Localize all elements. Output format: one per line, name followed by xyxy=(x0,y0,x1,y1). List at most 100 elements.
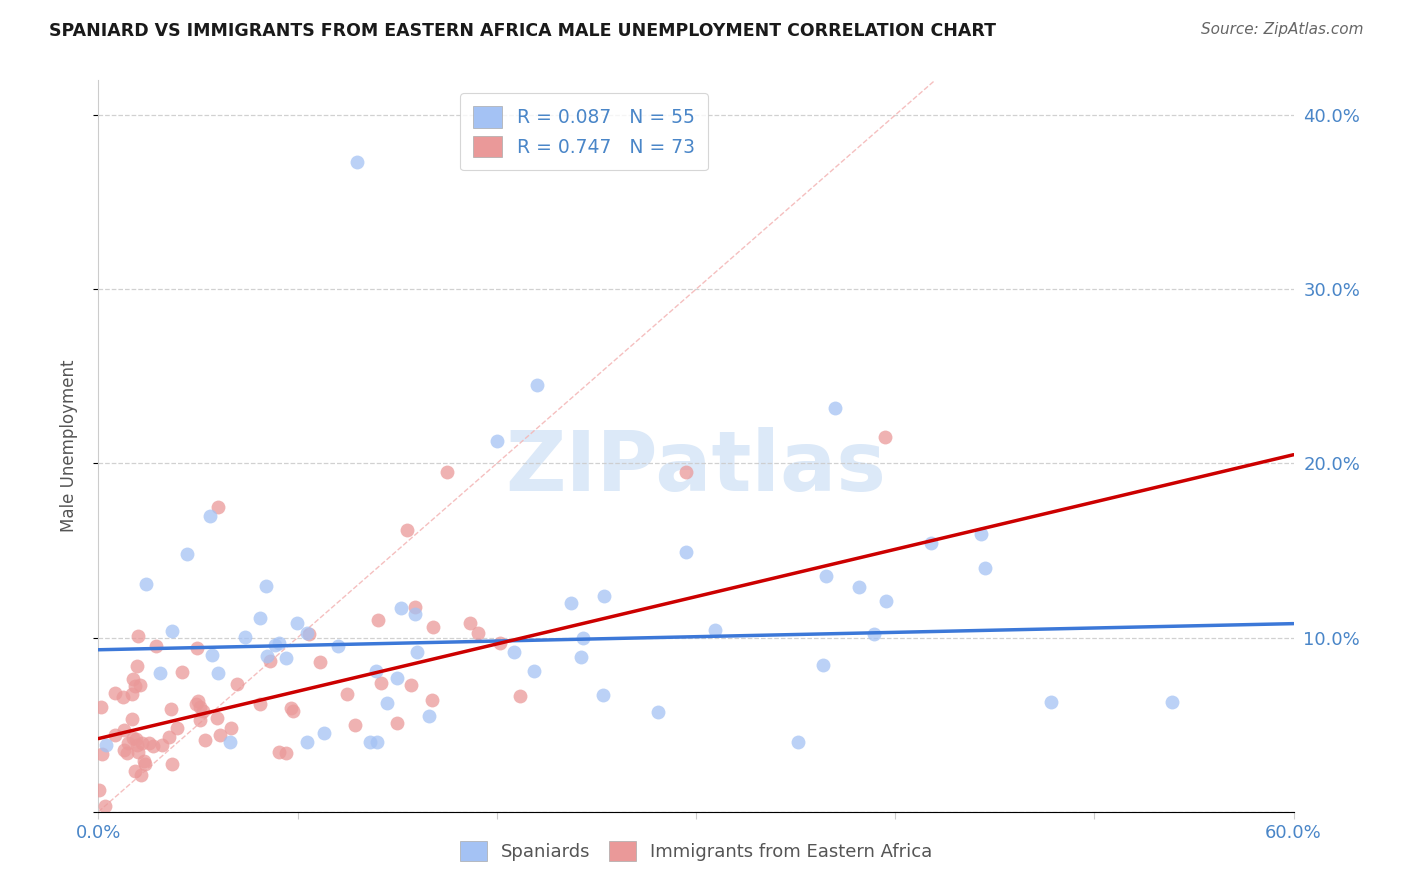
Point xyxy=(920,535,942,549)
Point xyxy=(863,627,886,641)
Point xyxy=(280,701,302,715)
Point xyxy=(422,693,444,707)
Point xyxy=(366,664,388,678)
Point xyxy=(295,625,318,640)
Point xyxy=(131,736,153,750)
Point xyxy=(89,783,111,797)
Point xyxy=(127,738,149,752)
Point xyxy=(593,589,616,603)
Point xyxy=(134,757,156,772)
Point xyxy=(523,665,546,679)
Point xyxy=(125,659,148,673)
Point xyxy=(111,690,134,704)
Point xyxy=(127,745,149,759)
Point xyxy=(283,705,305,719)
Point xyxy=(404,607,426,621)
Point xyxy=(422,620,444,634)
Point xyxy=(467,625,489,640)
Point xyxy=(112,743,135,757)
Point xyxy=(285,615,308,630)
Point xyxy=(399,678,422,692)
Point xyxy=(328,639,350,653)
Point xyxy=(814,568,837,582)
Point xyxy=(254,579,277,593)
Point xyxy=(503,645,526,659)
Point xyxy=(375,697,398,711)
Point xyxy=(104,728,127,742)
Point xyxy=(149,665,172,680)
Point xyxy=(572,631,595,645)
Point xyxy=(219,722,242,736)
Point xyxy=(485,434,508,448)
Point xyxy=(225,677,247,691)
Point xyxy=(115,747,138,761)
Point xyxy=(359,735,381,749)
Point xyxy=(346,155,368,169)
Point xyxy=(569,650,592,665)
Point xyxy=(112,723,135,738)
Point xyxy=(488,636,510,650)
Point xyxy=(184,697,207,711)
Point xyxy=(344,718,367,732)
Point xyxy=(647,705,669,719)
Point xyxy=(1161,695,1184,709)
Point xyxy=(875,430,897,444)
Point xyxy=(170,665,193,679)
Point xyxy=(138,735,160,749)
Point xyxy=(675,545,697,559)
Point xyxy=(129,677,152,691)
Point xyxy=(309,655,332,669)
Point xyxy=(188,700,211,714)
Point xyxy=(848,580,870,594)
Point xyxy=(396,523,419,537)
Point xyxy=(336,687,359,701)
Point xyxy=(385,716,408,731)
Point xyxy=(191,704,214,718)
Point xyxy=(198,508,221,523)
Point xyxy=(207,666,229,681)
Point xyxy=(207,500,229,514)
Point xyxy=(160,624,183,638)
Point xyxy=(145,639,167,653)
Point xyxy=(160,702,183,716)
Point xyxy=(367,613,389,627)
Point xyxy=(875,593,897,607)
Point xyxy=(274,651,297,665)
Point xyxy=(404,599,426,614)
Point xyxy=(124,679,146,693)
Point xyxy=(560,596,582,610)
Point xyxy=(205,711,228,725)
Point xyxy=(194,732,217,747)
Point xyxy=(186,641,208,656)
Point xyxy=(91,747,114,761)
Point xyxy=(135,577,157,591)
Point xyxy=(1039,695,1062,709)
Point xyxy=(813,657,835,672)
Point xyxy=(675,465,697,479)
Point xyxy=(592,688,614,702)
Point xyxy=(90,699,112,714)
Point xyxy=(150,739,173,753)
Point xyxy=(104,686,127,700)
Point xyxy=(973,560,995,574)
Point xyxy=(122,672,145,686)
Point xyxy=(704,623,727,637)
Point xyxy=(162,757,184,772)
Point xyxy=(263,638,285,652)
Point xyxy=(269,745,291,759)
Legend: Spaniards, Immigrants from Eastern Africa: Spaniards, Immigrants from Eastern Afric… xyxy=(453,834,939,869)
Point xyxy=(96,738,118,752)
Point xyxy=(157,730,180,744)
Point xyxy=(298,627,321,641)
Point xyxy=(385,671,408,685)
Point xyxy=(121,712,143,726)
Point xyxy=(824,401,846,415)
Point xyxy=(418,709,440,723)
Point xyxy=(94,799,117,814)
Point xyxy=(117,736,139,750)
Point xyxy=(134,754,156,768)
Text: ZIPatlas: ZIPatlas xyxy=(506,427,886,508)
Point xyxy=(121,731,143,746)
Point xyxy=(188,713,211,727)
Point xyxy=(366,735,388,749)
